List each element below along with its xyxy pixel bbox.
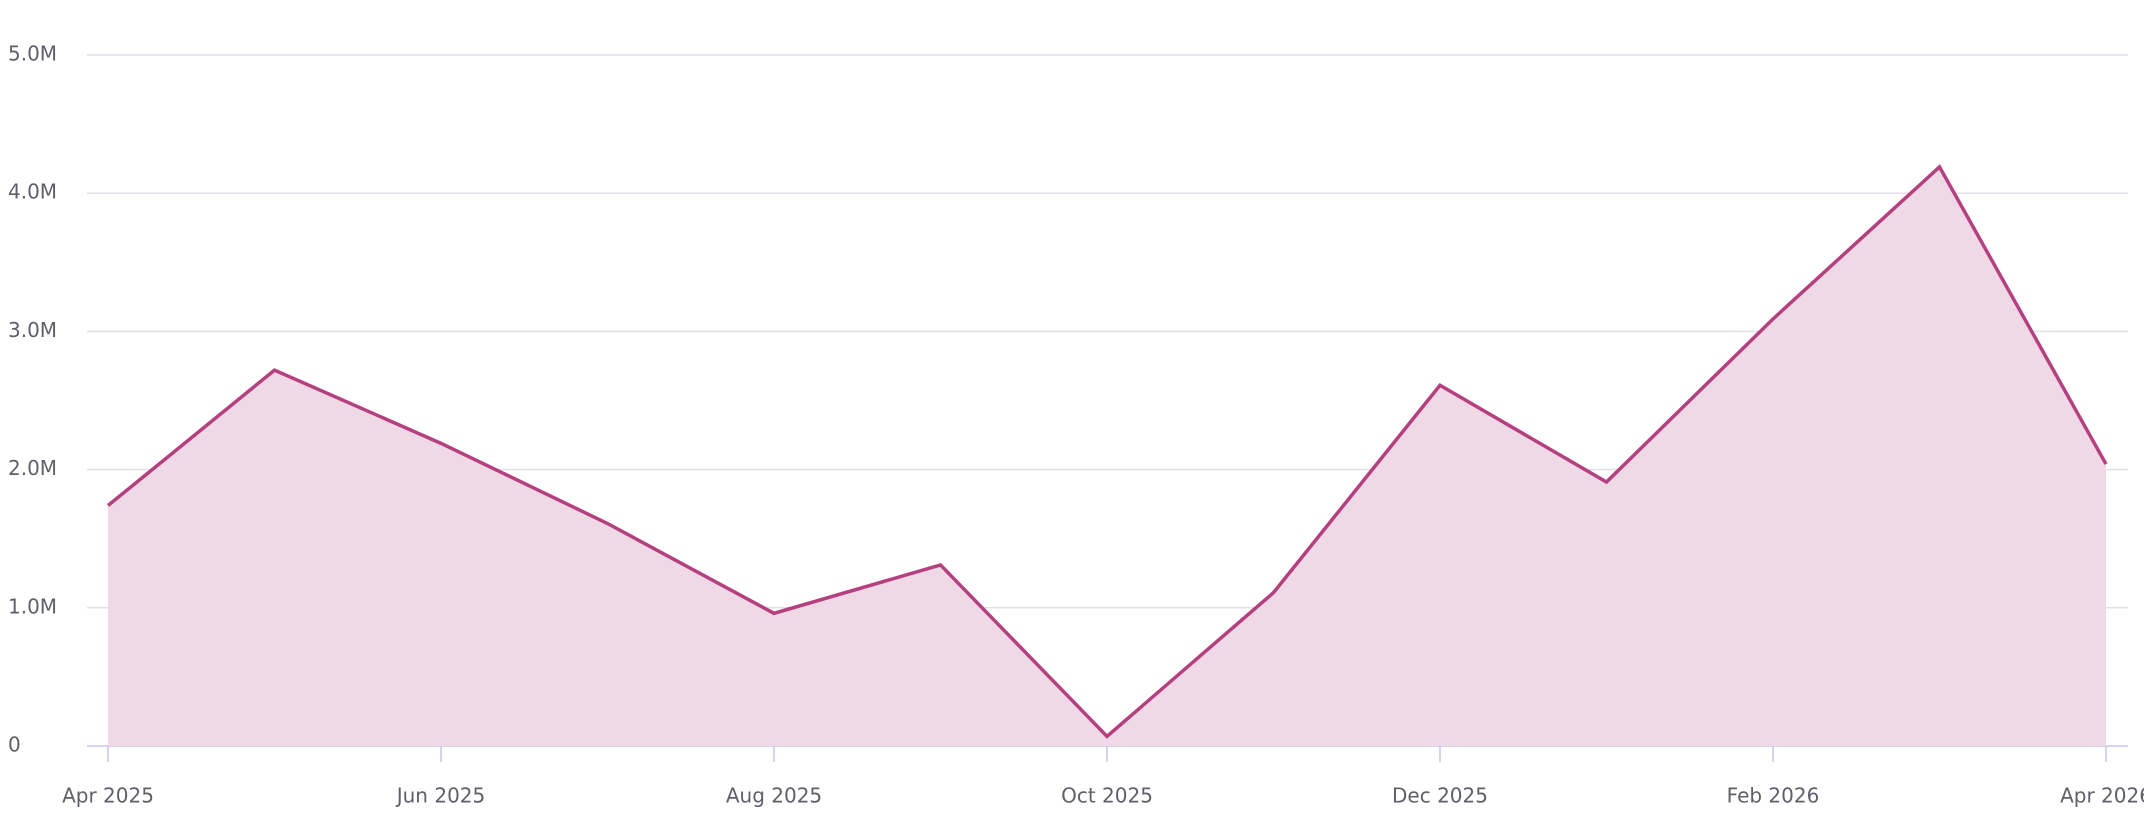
x-tick-label: Apr 2026 <box>2060 784 2144 808</box>
x-tick-label: Dec 2025 <box>1392 784 1488 808</box>
area <box>108 166 2106 746</box>
y-tick-label: 3.0M <box>8 318 57 342</box>
x-tick-label: Aug 2025 <box>726 784 822 808</box>
y-tick-label: 4.0M <box>8 180 57 204</box>
line <box>106 164 2108 739</box>
y-tick-label: 0 <box>8 733 21 757</box>
x-tick-label: Jun 2025 <box>395 784 486 808</box>
x-tick-label: Feb 2026 <box>1727 784 1820 808</box>
y-tick-label: 2.0M <box>8 456 57 480</box>
y-tick-label: 1.0M <box>8 594 57 618</box>
x-tick-label: Apr 2025 <box>62 784 154 808</box>
x-tick-label: Oct 2025 <box>1061 784 1153 808</box>
y-tick-label: 5.0M <box>8 42 57 66</box>
